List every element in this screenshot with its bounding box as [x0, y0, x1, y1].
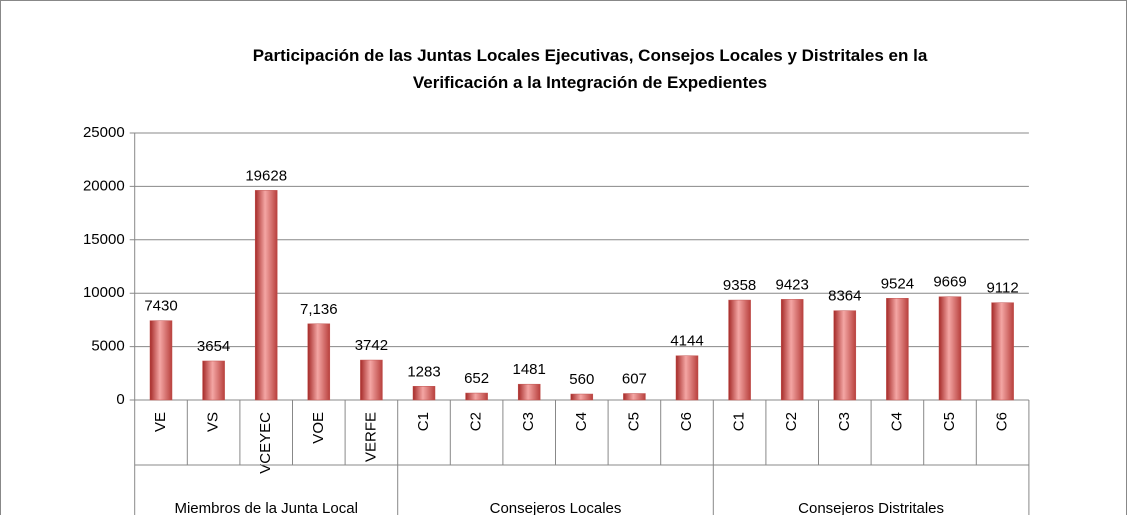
bar: [833, 310, 857, 401]
bar: [938, 296, 962, 401]
group-label: Miembros de la Junta Local: [174, 500, 357, 515]
x-tick-label: C2: [468, 412, 485, 431]
data-label: 607: [622, 370, 647, 387]
x-tick-label: C5: [625, 412, 642, 431]
data-label: 1283: [407, 363, 440, 380]
x-tick-label: VOE: [310, 412, 327, 444]
x-tick-label: C1: [731, 412, 748, 431]
bar: [412, 386, 436, 401]
bar: [465, 392, 488, 401]
data-label: 1481: [513, 361, 546, 378]
bar: [254, 190, 278, 401]
group-label: Consejeros Locales: [490, 500, 622, 515]
chart-title: Participación de las Juntas Locales Ejec…: [253, 46, 928, 92]
bar: [886, 298, 909, 401]
y-tick-label: 15000: [83, 231, 125, 248]
data-label: 4144: [670, 333, 703, 350]
x-tick-label: VE: [152, 412, 169, 432]
x-tick-label: C3: [836, 412, 853, 431]
bar: [675, 355, 699, 401]
bar: [202, 360, 225, 401]
group-label: Consejeros Distritales: [798, 500, 944, 515]
x-tick-label: C6: [678, 412, 695, 431]
x-tick-label: C6: [994, 412, 1011, 431]
x-tick-label: VCEYEC: [257, 412, 274, 474]
data-label: 9423: [776, 276, 809, 293]
data-label: 7,136: [300, 301, 338, 318]
x-tick-label: C3: [520, 412, 537, 431]
x-tick-label: VERFE: [362, 412, 379, 462]
data-label: 3654: [197, 338, 230, 355]
data-label: 652: [464, 370, 489, 387]
y-tick-label: 10000: [83, 284, 125, 301]
x-tick-label: C1: [415, 412, 432, 431]
bar: [728, 299, 751, 401]
y-tick-label: 5000: [91, 338, 124, 355]
x-tick-label: C5: [941, 412, 958, 431]
x-tick-label: C4: [573, 412, 590, 431]
y-tick-label: 0: [116, 391, 124, 408]
data-label: 560: [569, 371, 594, 388]
bar: [307, 323, 331, 401]
bar: [570, 393, 594, 401]
y-tick-label: 20000: [83, 177, 125, 194]
bar: [623, 393, 646, 401]
bar: [149, 320, 173, 401]
x-tick-label: VS: [205, 412, 222, 432]
y-tick-label: 25000: [83, 124, 125, 141]
data-label: 19628: [245, 167, 287, 184]
data-label: 7430: [144, 298, 177, 315]
data-label: 9669: [933, 274, 966, 291]
x-tick-label: C4: [888, 412, 905, 431]
bar: [517, 383, 541, 401]
bar: [991, 302, 1014, 401]
bar: [780, 299, 804, 401]
x-tick-label: C2: [783, 412, 800, 431]
data-label: 9524: [881, 275, 914, 292]
data-label: 9358: [723, 277, 756, 294]
data-label: 8364: [828, 288, 861, 305]
data-label: 9112: [986, 280, 1018, 297]
bar: [360, 359, 383, 401]
data-label: 3742: [355, 337, 388, 354]
